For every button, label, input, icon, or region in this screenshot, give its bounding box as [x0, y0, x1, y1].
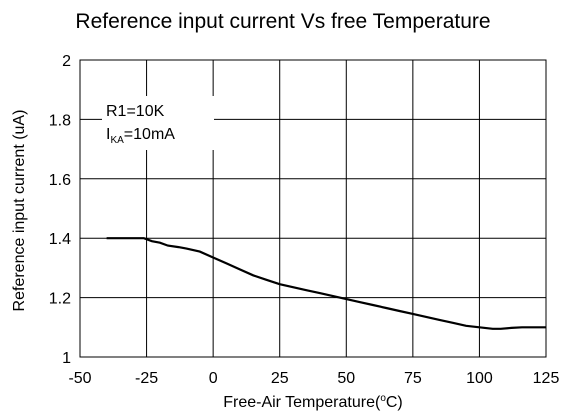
annotation-r1: R1=10K [106, 103, 165, 120]
annotation-background [102, 96, 214, 150]
x-tick-label-2: 0 [209, 370, 218, 387]
y-tick-label-5: 2 [62, 53, 71, 70]
x-tick-label-4: 50 [337, 370, 355, 387]
annotation-ika-subscript: KA [110, 135, 124, 146]
chart-title: Reference input current Vs free Temperat… [75, 10, 490, 33]
x-axis-ticks: -50 -25 0 25 50 75 100 125 [68, 370, 559, 387]
y-tick-label-4: 1.8 [49, 112, 71, 129]
x-axis-label-degree: o [380, 393, 386, 404]
x-tick-label-5: 75 [404, 370, 422, 387]
y-tick-label-3: 1.6 [49, 172, 71, 189]
plot-frame [79, 59, 547, 358]
x-axis-label-tail: C) [386, 394, 403, 411]
x-tick-label-6: 100 [466, 370, 493, 387]
x-tick-label-3: 25 [271, 370, 289, 387]
annotation-ika-suffix: =10mA [124, 126, 175, 143]
annotation-ika-prefix: I [106, 126, 110, 143]
x-tick-label-7: 125 [533, 370, 560, 387]
x-axis-label: Free-Air Temperature(oC) [223, 393, 403, 411]
series-line [106, 237, 546, 330]
x-tick-label-1: -25 [135, 370, 158, 387]
y-axis-ticks: 1 1.2 1.4 1.6 1.8 2 [49, 53, 71, 367]
annotation-ika: IKA=10mA [106, 126, 175, 146]
y-tick-label-0: 1 [62, 350, 71, 367]
y-axis-label: Reference input current (uA) [11, 110, 28, 312]
x-axis-label-main: Free-Air Temperature( [223, 394, 381, 411]
x-tick-label-0: -50 [68, 370, 91, 387]
y-tick-label-1: 1.2 [49, 291, 71, 308]
y-tick-label-2: 1.4 [49, 231, 71, 248]
